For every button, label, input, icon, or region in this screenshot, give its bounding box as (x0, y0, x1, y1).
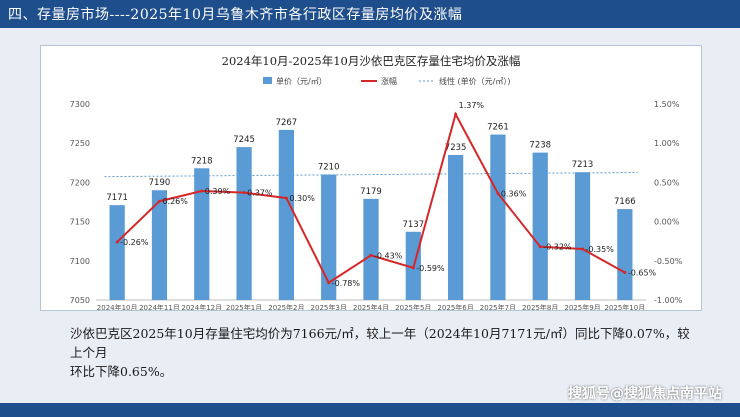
bar (448, 154, 464, 300)
x-tick-label: 2025年2月 (268, 303, 304, 310)
change-point (327, 281, 331, 285)
change-value-label: 0.26% (162, 197, 188, 206)
bar-value-label: 7261 (487, 123, 509, 133)
change-point (242, 191, 246, 195)
bar-value-label: 7137 (402, 220, 424, 230)
change-point (454, 112, 458, 116)
y-tick-label-right: 0.50% (654, 178, 680, 187)
change-value-label: 0.36% (501, 189, 527, 198)
change-point (369, 253, 373, 257)
change-value-label: -0.78% (332, 279, 361, 288)
watermark-logo: 搜狐号@搜狐焦点南平站 (568, 386, 722, 402)
bar (109, 205, 125, 300)
change-point (284, 196, 288, 200)
header-bar: 四、存量房市场----2025年10月乌鲁木齐市各行政区存量房均价及涨幅 (0, 0, 740, 28)
y-tick-label-right: 0.00% (654, 218, 680, 227)
bar-value-label: 7245 (233, 135, 255, 145)
x-tick-label: 2024年11月 (139, 303, 180, 310)
x-tick-label: 2024年12月 (181, 303, 222, 310)
trend-line (104, 171, 638, 178)
y-tick-label-left: 7050 (70, 296, 90, 305)
y-tick-label-left: 7250 (70, 139, 90, 148)
bar (194, 168, 210, 300)
x-tick-label: 2025年1月 (226, 303, 262, 310)
legend-label-trend: 线性 (单价（元/㎡）) (439, 76, 510, 86)
change-point (157, 199, 161, 203)
bar (278, 129, 294, 300)
y-tick-label-left: 7200 (70, 178, 90, 187)
change-point (411, 266, 415, 270)
bar-value-label: 7190 (149, 178, 171, 188)
page-title: 四、存量房市场----2025年10月乌鲁木齐市各行政区存量房均价及涨幅 (8, 7, 463, 23)
change-value-label: 0.37% (247, 189, 273, 198)
x-tick-label: 2025年3月 (311, 303, 347, 310)
bar (151, 190, 168, 300)
y-tick-label-right: -0.50% (654, 257, 683, 266)
bar-value-label: 7235 (445, 143, 467, 153)
bar (490, 134, 506, 300)
x-tick-label: 2025年9月 (564, 303, 600, 310)
change-value-label: -0.59% (416, 264, 445, 273)
change-value-label: -0.26% (120, 238, 149, 247)
bar (321, 174, 337, 300)
legend-label-bar: 单价（元/㎡） (276, 76, 327, 86)
change-value-label: 1.37% (459, 101, 485, 110)
x-tick-label: 2025年7月 (480, 303, 516, 310)
bar-value-label: 7166 (614, 197, 636, 207)
y-tick-label-left: 7300 (70, 100, 90, 109)
bar (532, 152, 548, 300)
change-value-label: -0.65% (628, 269, 657, 278)
y-tick-label-right: 1.00% (654, 139, 680, 148)
bar (236, 147, 252, 300)
bar (617, 209, 633, 300)
legend-label-line: 涨幅 (381, 76, 397, 86)
y-tick-label-right: 1.50% (654, 100, 680, 109)
bar (574, 172, 591, 300)
bar-value-label: 7267 (276, 118, 298, 128)
legend-swatch-bar (263, 77, 272, 84)
x-tick-label: 2024年10月 (97, 303, 138, 310)
bar-value-label: 7238 (529, 141, 551, 151)
x-tick-label: 2025年5月 (395, 303, 431, 310)
change-point (496, 191, 500, 195)
y-tick-label-left: 7150 (70, 218, 90, 227)
caption: 沙依巴克区2025年10月存量住宅均价为7166元/㎡，较上一年（2024年10… (70, 324, 695, 381)
caption-line-1: 沙依巴克区2025年10月存量住宅均价为7166元/㎡，较上一年（2024年10… (70, 326, 690, 360)
change-point (623, 271, 627, 275)
bar-value-label: 7179 (360, 187, 382, 197)
change-value-label: -0.43% (374, 251, 403, 260)
y-tick-label-right: -1.00% (654, 296, 683, 305)
chart-card: 2024年10月-2025年10月沙依巴克区存量住宅均价及涨幅单价（元/㎡） 涨幅… (40, 45, 702, 311)
change-point (115, 240, 119, 244)
bar-value-label: 7213 (572, 160, 594, 170)
x-tick-label: 2025年4月 (353, 303, 389, 310)
change-point (581, 247, 585, 251)
x-tick-label: 2025年8月 (522, 303, 558, 310)
change-point (538, 245, 542, 249)
y-tick-label-left: 7100 (70, 257, 90, 266)
bar-value-label: 7210 (318, 163, 340, 173)
bar-value-label: 7218 (191, 156, 213, 166)
bar-value-label: 7171 (106, 193, 128, 203)
change-value-label: 0.30% (289, 194, 315, 203)
chart-title: 2024年10月-2025年10月沙依巴克区存量住宅均价及涨幅 (222, 54, 521, 68)
change-value-label: -0.32% (543, 243, 572, 252)
change-point (200, 189, 204, 193)
caption-line-2: 环比下降0.65%。 (70, 364, 173, 379)
footer-bar (0, 403, 740, 417)
change-value-label: 0.39% (205, 187, 231, 196)
change-value-label: -0.35% (586, 245, 615, 254)
bar (363, 198, 379, 300)
x-tick-label: 2025年6月 (437, 303, 473, 310)
x-tick-label: 2025年10月 (604, 303, 645, 310)
